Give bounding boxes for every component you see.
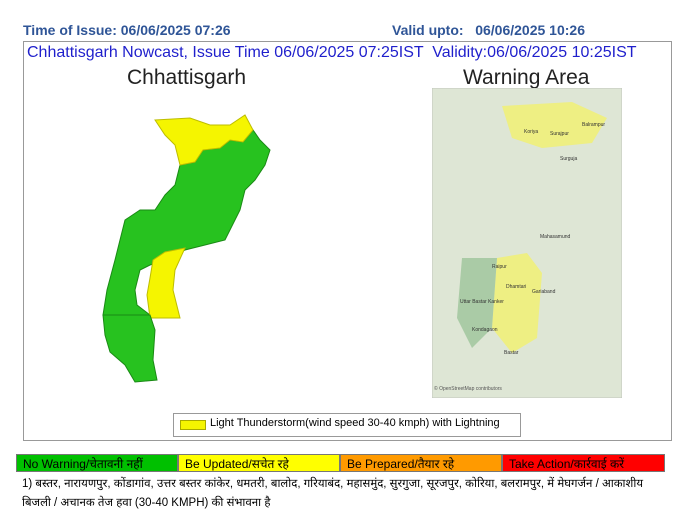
bulletin-box	[23, 41, 672, 441]
map-label: Bastar	[504, 350, 519, 356]
map-label: Balrampur	[582, 122, 605, 128]
warn-south	[492, 253, 542, 353]
scale-be-prepared: Be Prepared/तैयार रहे	[340, 454, 502, 472]
map-credit: © OpenStreetMap contributors	[434, 385, 502, 392]
map-label: Raipur	[492, 264, 507, 270]
map-label: Surajpur	[550, 131, 569, 137]
state-map	[102, 114, 271, 383]
legend-box	[173, 413, 521, 437]
scale-be-updated: Be Updated/सचेत रहे	[178, 454, 340, 472]
map-label: Mahasamund	[540, 234, 571, 240]
valid-upto: Valid upto: 06/06/2025 10:26	[392, 22, 585, 38]
footer-text: 1) बस्तर, नारायणपुर, कोंडागांव, उत्तर बस…	[22, 478, 644, 509]
legend-label: Light Thunderstorm(wind speed 30-40 kmph…	[210, 417, 500, 429]
warn-north	[502, 102, 607, 148]
map-label: Surguja	[560, 156, 577, 162]
map-label: Kondagaon	[472, 327, 498, 333]
legend-swatch	[180, 420, 206, 430]
left-map-title: Chhattisgarh	[127, 66, 247, 89]
region	[457, 258, 497, 348]
yellow-north	[154, 114, 254, 166]
issue-time: Time of Issue: 06/06/2025 07:26	[23, 22, 231, 38]
green-south	[102, 314, 158, 383]
map-label: Koriya	[524, 129, 538, 135]
scale-no-warning: No Warning/चेतावनी नहीं	[16, 454, 178, 472]
bulletin-title: Chhattisgarh Nowcast, Issue Time 06/06/2…	[27, 44, 637, 61]
osm-map: Koriya Surajpur Balrampur Surguja Mahasamund…	[432, 88, 622, 398]
scale-take-action: Take Action/कार्रवाई करें	[502, 454, 665, 472]
map-label: Uttar Bastar Kanker	[460, 299, 504, 305]
yellow-central	[146, 247, 186, 319]
map-label: Gariaband	[532, 289, 556, 295]
map-label: Dhamtari	[506, 284, 526, 290]
right-map-title: Warning Area	[463, 66, 590, 89]
